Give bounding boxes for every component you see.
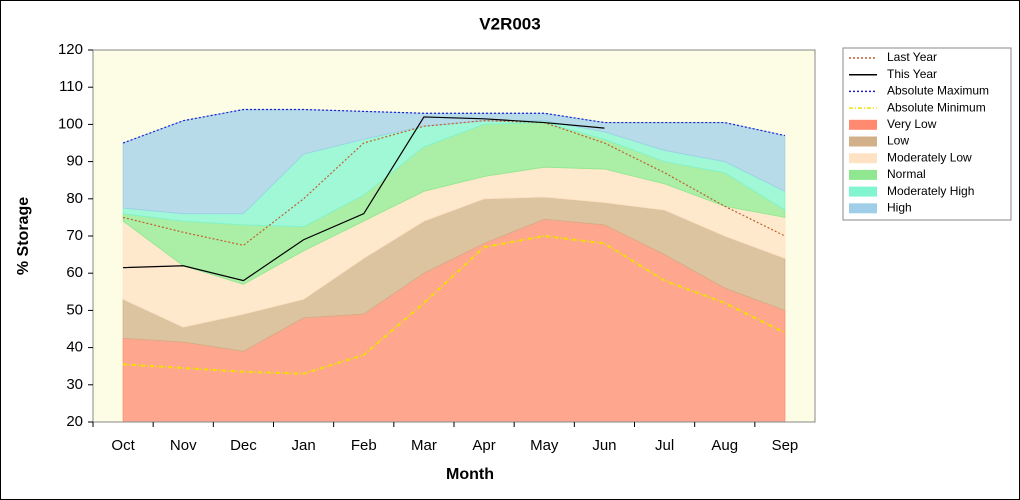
- x-tick-label: Apr: [472, 437, 495, 454]
- x-tick-label: Mar: [411, 437, 437, 454]
- legend-label: Last Year: [887, 50, 937, 64]
- legend-label: Normal: [887, 167, 926, 181]
- legend-entries: Last Year This Year Absolute Maximum Absolu…: [849, 50, 989, 214]
- x-axis-label: Month: [446, 466, 494, 483]
- x-tick-label: May: [530, 437, 559, 454]
- legend-label: This Year: [887, 67, 937, 81]
- series-line: [122, 108, 786, 144]
- x-tick-label: Nov: [170, 437, 197, 454]
- legend-label: Moderately Low: [887, 150, 972, 164]
- legend-label: Absolute Minimum: [887, 100, 986, 114]
- legend-swatch: [849, 169, 877, 180]
- x-tick-label: Dec: [230, 437, 257, 454]
- series-line: [122, 120, 786, 246]
- legend-swatch: [849, 186, 877, 197]
- y-tick-label: 30: [66, 376, 83, 393]
- series-line: [123, 116, 605, 282]
- x-tick-label: Jun: [592, 437, 616, 454]
- y-tick-label: 40: [66, 339, 83, 356]
- x-tick-label: Jul: [655, 437, 674, 454]
- chart-title: V2R003: [479, 14, 540, 33]
- legend-swatch: [849, 153, 877, 164]
- y-tick-label: 90: [66, 153, 83, 170]
- x-tick-label: Oct: [111, 437, 135, 454]
- y-tick-label: 100: [58, 115, 83, 132]
- legend-label: Absolute Maximum: [887, 84, 989, 98]
- x-tick-label: Sep: [772, 437, 799, 454]
- legend-label: Low: [887, 134, 909, 148]
- x-tick-label: Jan: [291, 437, 315, 454]
- legend-label: High: [887, 200, 912, 214]
- legend-label: Moderately High: [887, 184, 974, 198]
- y-tick-label: 50: [66, 301, 83, 318]
- y-tick-label: 80: [66, 190, 83, 207]
- lines: [122, 108, 786, 375]
- y-tick-label: 60: [66, 264, 83, 281]
- legend-swatch: [849, 136, 877, 147]
- areas: [122, 109, 786, 422]
- legend-swatch: [849, 203, 877, 214]
- legend-label: Very Low: [887, 117, 937, 131]
- x-tick-label: Feb: [351, 437, 377, 454]
- y-tick-label: 20: [66, 413, 83, 430]
- x-tick-label: Aug: [711, 437, 738, 454]
- series-line: [123, 234, 786, 375]
- y-tick-label: 110: [59, 78, 83, 95]
- y-tick-label: 70: [66, 227, 83, 244]
- y-axis-label: % Storage: [15, 197, 32, 275]
- legend-swatch: [849, 119, 877, 130]
- y-tick-label: 120: [58, 41, 83, 58]
